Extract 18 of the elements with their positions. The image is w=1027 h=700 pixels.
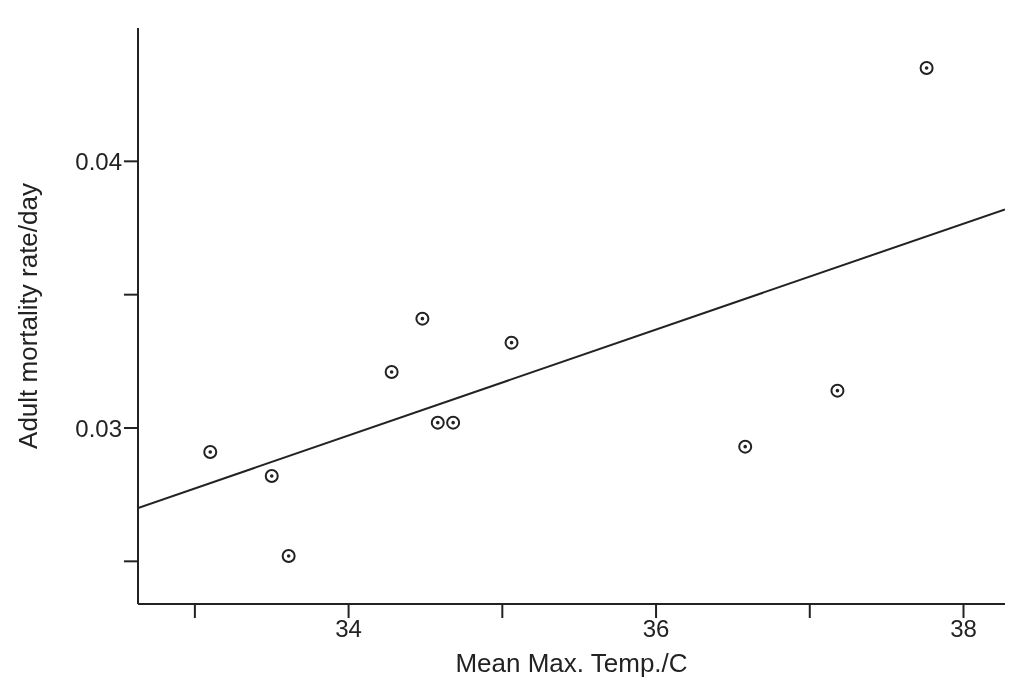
point bbox=[384, 365, 399, 379]
y-tick-label: 0.04 bbox=[75, 147, 122, 175]
x-axis-title: Mean Max. Temp./C bbox=[455, 648, 688, 679]
point bbox=[738, 439, 753, 454]
point bbox=[504, 335, 519, 350]
x-tick-label: 36 bbox=[642, 615, 670, 643]
x-tick-label: 38 bbox=[950, 615, 977, 643]
point bbox=[830, 383, 845, 398]
point bbox=[281, 549, 296, 563]
point bbox=[430, 415, 445, 430]
point bbox=[446, 415, 461, 430]
x-tick-label: 34 bbox=[335, 615, 362, 643]
point bbox=[203, 445, 218, 459]
point bbox=[264, 469, 279, 483]
point bbox=[415, 311, 430, 326]
y-tick-label: 0.03 bbox=[75, 414, 122, 442]
point bbox=[919, 61, 934, 75]
y-axis-title: Adult mortality rate/day bbox=[13, 183, 44, 449]
